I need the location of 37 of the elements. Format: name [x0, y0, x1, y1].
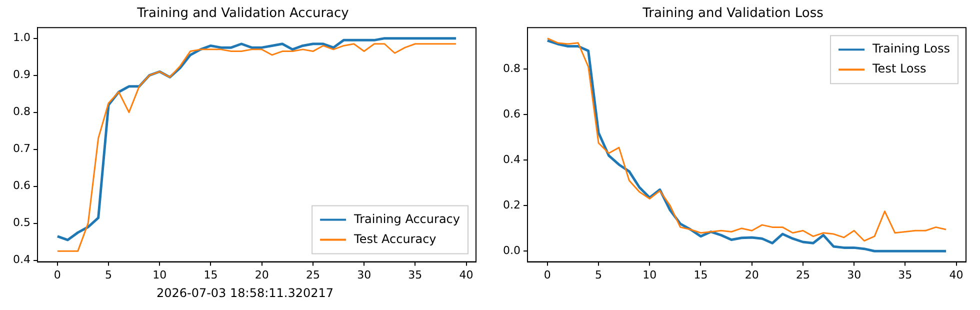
x-tick-label: 30 — [847, 268, 862, 282]
x-tick-label: 25 — [796, 268, 810, 282]
x-tick-label: 40 — [949, 268, 964, 282]
y-tick-label: 1.0 — [12, 31, 30, 44]
x-tick-label: 15 — [694, 268, 708, 282]
y-tick-label: 0.6 — [502, 107, 520, 120]
x-tick-label: 25 — [306, 268, 320, 282]
x-tick-label: 35 — [408, 268, 422, 282]
x-tick-label: 30 — [357, 268, 372, 282]
y-tick-label: 0.9 — [12, 68, 30, 82]
legend-label: Test Loss — [872, 62, 926, 76]
y-tick-label: 0.4 — [12, 253, 30, 266]
y-tick-label: 0.0 — [502, 244, 520, 257]
y-tick-label: 0.8 — [12, 105, 30, 118]
y-tick-label: 0.5 — [12, 216, 30, 230]
y-tick-label: 0.7 — [12, 142, 30, 156]
y-tick-label: 0.2 — [502, 198, 520, 212]
x-tick-label: 0 — [544, 268, 551, 282]
x-tick-label: 20 — [744, 268, 759, 282]
chart-title: Training and Validation Accuracy — [136, 6, 350, 22]
x-tick-label: 15 — [204, 268, 218, 282]
text: 2026-07-03 18:58:11.320217 — [155, 286, 335, 300]
x-tick-label: 5 — [105, 268, 112, 282]
y-tick-label: 0.8 — [502, 62, 520, 75]
chart-title: Training and Validation Loss — [642, 6, 824, 22]
legend-label: Training Loss — [872, 42, 950, 56]
legend-label: Test Accuracy — [353, 232, 436, 246]
x-tick-label: 10 — [152, 268, 167, 282]
x-tick-label: 5 — [595, 268, 602, 282]
x-tick-label: 0 — [54, 268, 61, 282]
x-tick-label: 40 — [459, 268, 474, 282]
legend-label: Training Accuracy — [353, 212, 460, 226]
y-tick-label: 0.4 — [502, 152, 520, 166]
x-tick-label: 35 — [898, 268, 912, 282]
x-tick-label: 20 — [254, 268, 269, 282]
y-tick-label: 0.6 — [12, 179, 30, 192]
x-tick-label: 10 — [642, 268, 657, 282]
